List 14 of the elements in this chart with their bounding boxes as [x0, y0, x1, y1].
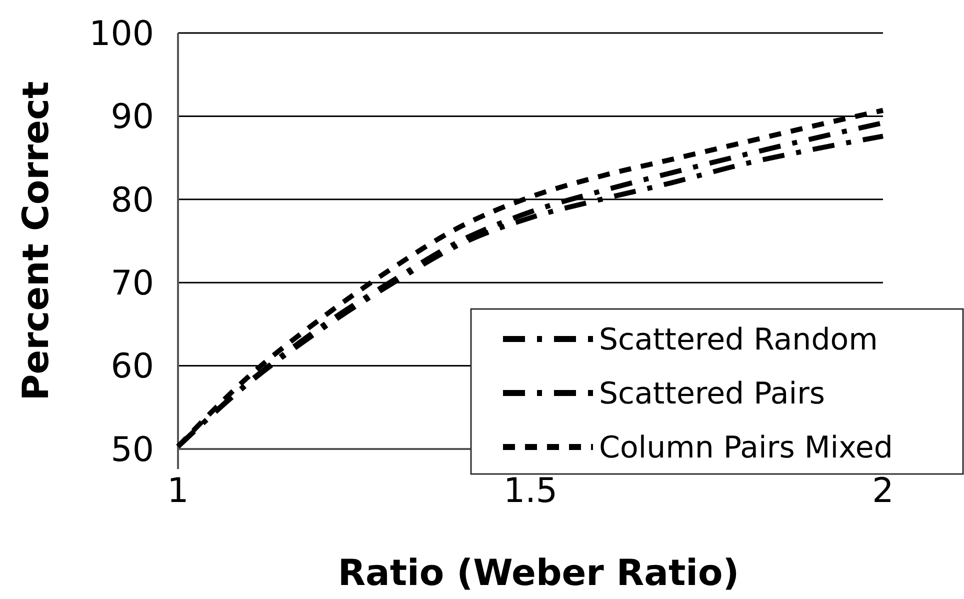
x-tick-label: 2 [872, 471, 894, 511]
legend-label: Column Pairs Mixed [599, 430, 893, 466]
x-axis-title: Ratio (Weber Ratio) [338, 553, 740, 594]
x-tick-label: 1 [167, 471, 189, 511]
legend-label: Scattered Random [599, 322, 878, 358]
y-tick-label: 80 [110, 180, 154, 220]
y-tick-label: 60 [110, 346, 154, 387]
y-axis-title: Percent Correct [16, 81, 57, 401]
legend-label: Scattered Pairs [599, 376, 826, 412]
y-tick-label: 90 [110, 97, 154, 138]
y-tick-label: 50 [110, 430, 154, 470]
y-tick-label: 100 [89, 14, 154, 54]
y-tick-label: 70 [110, 264, 154, 304]
x-tick-label: 1.5 [503, 471, 558, 511]
